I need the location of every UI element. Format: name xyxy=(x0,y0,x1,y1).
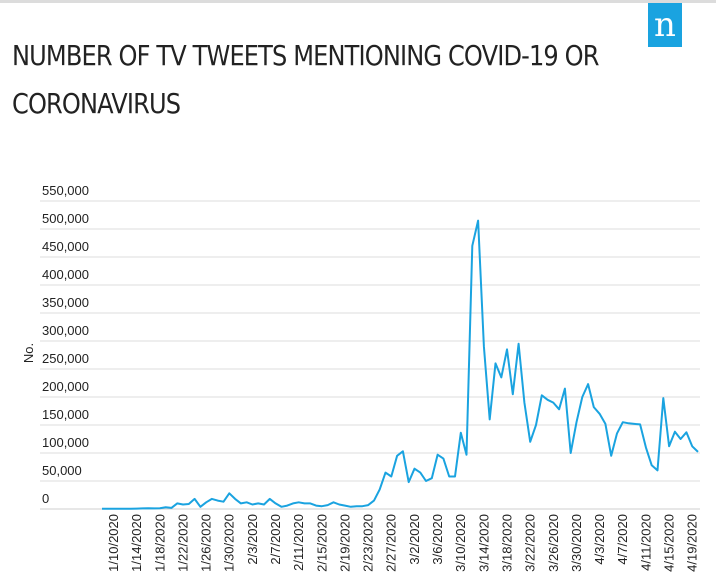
y-tick-label: 50,000 xyxy=(42,463,82,478)
x-tick-label: 1/14/2020 xyxy=(129,514,144,572)
x-axis-ticks: 1/10/2020 1/14/2020 1/18/2020 1/22/2020 1/26… xyxy=(106,514,700,572)
series-line-tv-tweets xyxy=(102,219,699,510)
y-tick-label: 150,000 xyxy=(42,407,89,422)
x-tick-label: 3/2/2020 xyxy=(407,514,422,565)
y-tick-label: 400,000 xyxy=(42,267,89,282)
brand-logo-icon: n xyxy=(648,3,682,47)
y-tick-label: 300,000 xyxy=(42,323,89,338)
x-tick-label: 3/26/2020 xyxy=(546,514,561,572)
x-tick-label: 3/14/2020 xyxy=(476,514,491,572)
y-tick-label: 500,000 xyxy=(42,211,89,226)
y-axis-label: No. xyxy=(21,343,36,363)
y-tick-label: 0 xyxy=(42,491,49,506)
x-tick-label: 3/10/2020 xyxy=(453,514,468,572)
y-tick-label: 250,000 xyxy=(42,351,89,366)
x-tick-label: 2/11/2020 xyxy=(291,514,306,571)
y-tick-label: 350,000 xyxy=(42,295,89,310)
x-tick-label: 4/7/2020 xyxy=(615,514,630,565)
x-tick-label: 4/19/2020 xyxy=(685,514,700,572)
top-border xyxy=(0,0,716,3)
x-tick-label: 3/18/2020 xyxy=(499,514,514,572)
y-tick-label: 450,000 xyxy=(42,239,89,254)
x-tick-label: 2/27/2020 xyxy=(384,514,399,572)
x-tick-label: 1/30/2020 xyxy=(222,514,237,572)
x-tick-label: 3/30/2020 xyxy=(569,514,584,572)
x-tick-label: 3/6/2020 xyxy=(430,514,445,565)
x-tick-label: 4/3/2020 xyxy=(592,514,607,565)
y-tick-label: 550,000 xyxy=(42,183,89,198)
x-tick-label: 1/10/2020 xyxy=(106,514,121,572)
x-tick-label: 2/19/2020 xyxy=(337,514,352,572)
gridlines xyxy=(40,200,700,510)
y-tick-label: 100,000 xyxy=(42,435,89,450)
x-tick-label: 2/15/2020 xyxy=(314,514,329,572)
x-tick-label: 4/15/2020 xyxy=(661,514,676,572)
x-tick-label: 1/18/2020 xyxy=(152,514,167,572)
x-tick-label: 1/22/2020 xyxy=(175,514,190,572)
y-tick-label: 200,000 xyxy=(42,379,89,394)
chart-title: NUMBER OF TV TWEETS MENTIONING COVID-19 … xyxy=(12,39,600,120)
x-tick-label: 2/3/2020 xyxy=(245,514,260,565)
x-tick-label: 3/22/2020 xyxy=(523,514,538,572)
x-tick-label: 1/26/2020 xyxy=(199,514,214,572)
y-axis-ticks: 0 50,000 100,000 150,000 200,000 250,000 300,0… xyxy=(42,183,89,506)
x-tick-label: 2/23/2020 xyxy=(361,514,376,572)
x-tick-label: 2/7/2020 xyxy=(268,514,283,565)
x-tick-label: 4/11/2020 xyxy=(638,514,653,571)
